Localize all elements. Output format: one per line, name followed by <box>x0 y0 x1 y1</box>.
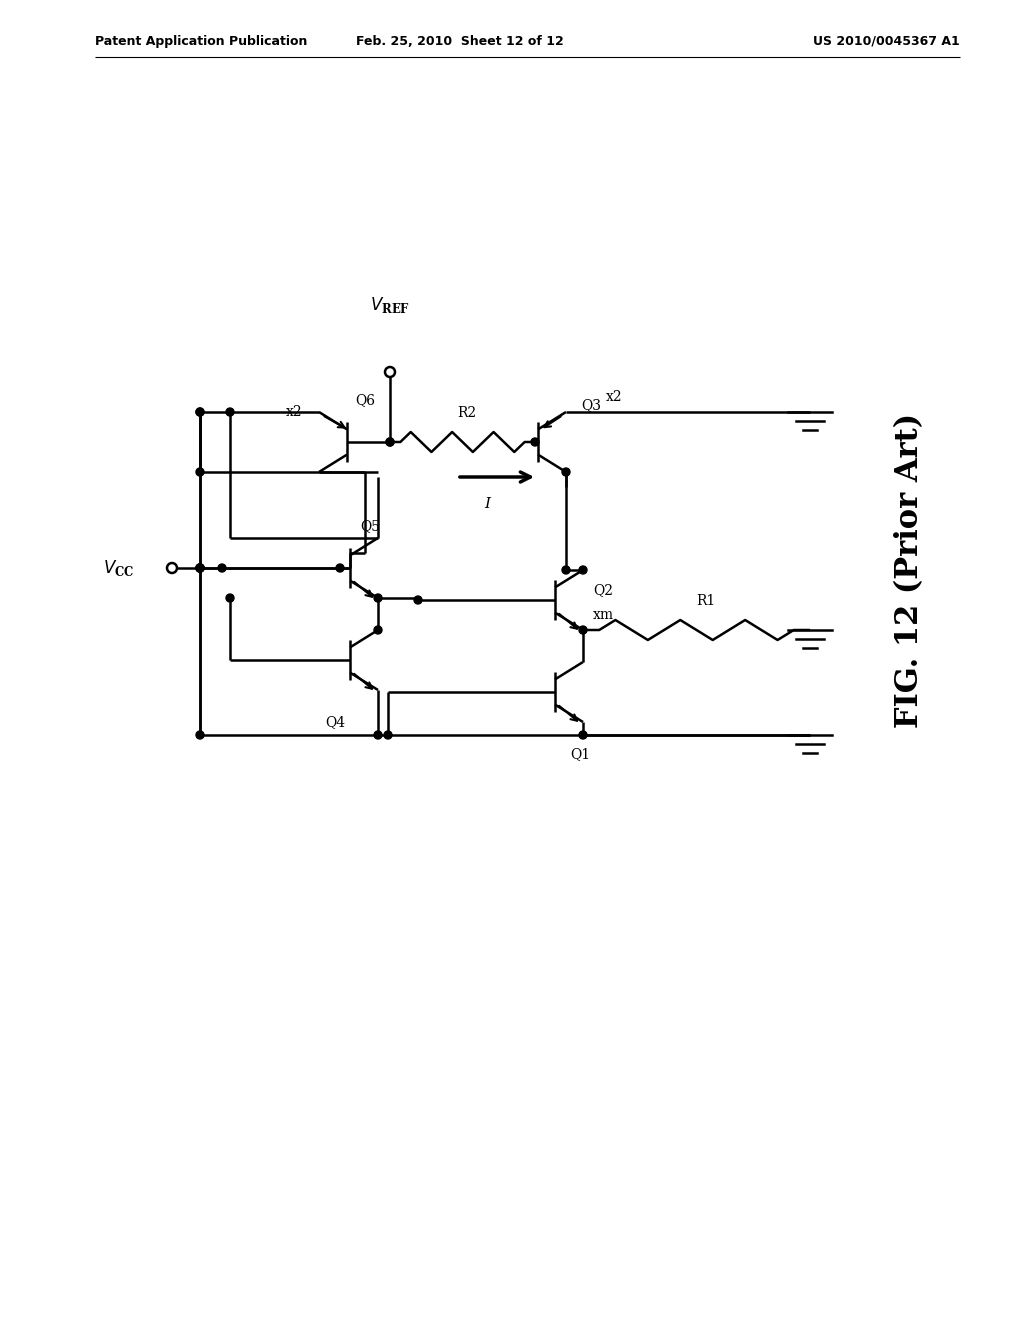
Circle shape <box>218 564 226 572</box>
Circle shape <box>414 597 422 605</box>
Text: Patent Application Publication: Patent Application Publication <box>95 36 307 48</box>
Text: x2: x2 <box>606 389 623 404</box>
Text: xm: xm <box>593 609 614 622</box>
Text: Q4: Q4 <box>325 715 345 729</box>
Text: Q1: Q1 <box>570 747 590 762</box>
Circle shape <box>562 566 570 574</box>
Circle shape <box>579 731 587 739</box>
Text: I: I <box>484 498 490 511</box>
Circle shape <box>386 438 394 446</box>
Text: R1: R1 <box>696 594 716 609</box>
Text: Q5: Q5 <box>360 519 380 533</box>
Circle shape <box>196 564 204 572</box>
Circle shape <box>196 469 204 477</box>
Circle shape <box>196 408 204 416</box>
Circle shape <box>336 564 344 572</box>
Text: $V_\mathregular{CC}$: $V_\mathregular{CC}$ <box>102 558 134 578</box>
Circle shape <box>196 564 204 572</box>
Circle shape <box>226 408 234 416</box>
Circle shape <box>531 438 539 446</box>
Circle shape <box>196 564 204 572</box>
Circle shape <box>196 408 204 416</box>
Text: x2: x2 <box>286 405 302 418</box>
Circle shape <box>196 564 204 572</box>
Circle shape <box>579 566 587 574</box>
Circle shape <box>562 469 570 477</box>
Text: FIG. 12 (Prior Art): FIG. 12 (Prior Art) <box>895 412 926 727</box>
Text: Q6: Q6 <box>355 393 375 407</box>
Text: Q2: Q2 <box>593 583 613 597</box>
Circle shape <box>374 731 382 739</box>
Circle shape <box>226 594 234 602</box>
Circle shape <box>384 731 392 739</box>
Circle shape <box>386 438 394 446</box>
Text: US 2010/0045367 A1: US 2010/0045367 A1 <box>813 36 961 48</box>
Text: R2: R2 <box>458 407 476 420</box>
Circle shape <box>579 626 587 634</box>
Text: $V_\mathregular{REF}$: $V_\mathregular{REF}$ <box>370 294 410 315</box>
Circle shape <box>196 731 204 739</box>
Text: Q3: Q3 <box>581 399 601 412</box>
Circle shape <box>374 594 382 602</box>
Text: Feb. 25, 2010  Sheet 12 of 12: Feb. 25, 2010 Sheet 12 of 12 <box>356 36 564 48</box>
Circle shape <box>374 626 382 634</box>
